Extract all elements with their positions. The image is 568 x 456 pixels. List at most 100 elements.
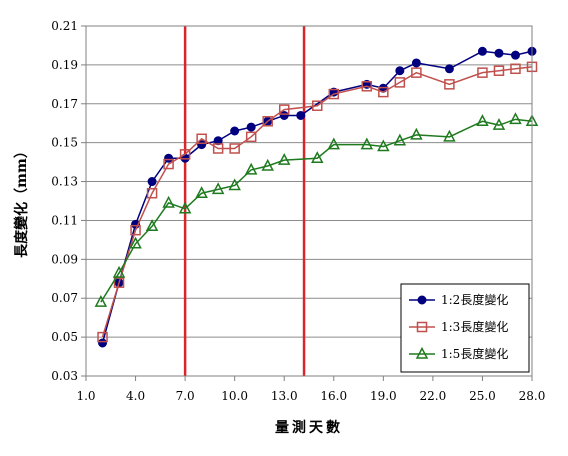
series-3 bbox=[94, 112, 539, 307]
data-point bbox=[311, 151, 324, 163]
data-point bbox=[327, 137, 341, 150]
legend-entry: 1:2長度變化 bbox=[409, 292, 508, 307]
y-axis-ticks: 0.03 0.05 0.07 0.09 0.11 0.13 0.15 0.17 0.19 0.21 bbox=[51, 19, 86, 383]
data-point bbox=[510, 63, 521, 75]
data-point bbox=[97, 331, 108, 343]
data-point bbox=[443, 129, 456, 142]
data-point bbox=[178, 201, 192, 214]
data-point bbox=[510, 50, 520, 60]
data-point bbox=[393, 133, 407, 146]
data-point bbox=[230, 126, 240, 136]
data-point bbox=[361, 81, 373, 92]
x-tick-label: 13.0 bbox=[271, 389, 298, 403]
data-point bbox=[410, 127, 423, 140]
data-point bbox=[228, 178, 241, 191]
legend-marker bbox=[417, 295, 427, 305]
data-point bbox=[328, 88, 340, 100]
data-point bbox=[444, 64, 454, 74]
data-point bbox=[476, 114, 489, 127]
reference-lines bbox=[183, 26, 306, 376]
data-point bbox=[477, 67, 488, 78]
legend-label: 1:2長度變化 bbox=[441, 292, 508, 307]
x-tick-label: 4.0 bbox=[126, 389, 145, 403]
plot-area-frame bbox=[85, 25, 533, 377]
series-line bbox=[100, 118, 533, 303]
y-tick-label: 0.05 bbox=[51, 330, 78, 344]
data-point bbox=[394, 77, 406, 88]
data-point bbox=[162, 195, 175, 208]
y-tick-label: 0.09 bbox=[51, 252, 78, 266]
data-point bbox=[296, 110, 306, 120]
legend-marker bbox=[416, 321, 428, 333]
data-point bbox=[261, 158, 274, 171]
data-point bbox=[377, 139, 390, 152]
data-point bbox=[145, 219, 159, 232]
data-point bbox=[146, 187, 158, 199]
data-point bbox=[378, 86, 389, 98]
x-axis-ticks: 1.0 4.0 7.0 10.0 13.0 16.0 19.0 22.0 25.0 28.0 bbox=[76, 376, 545, 403]
data-point bbox=[395, 66, 405, 76]
y-tick-label: 0.19 bbox=[51, 58, 78, 72]
data-point bbox=[262, 116, 273, 127]
data-point bbox=[279, 110, 289, 120]
data-point bbox=[212, 143, 224, 154]
data-point bbox=[196, 133, 207, 145]
data-point bbox=[444, 79, 455, 90]
y-tick-label: 0.11 bbox=[51, 213, 78, 227]
data-point bbox=[244, 162, 258, 175]
data-point bbox=[493, 65, 505, 76]
legend: 1:2長度變化 1:3長度變化 1:5長度變化 bbox=[400, 283, 530, 373]
y-tick-label: 0.03 bbox=[51, 369, 78, 383]
y-tick-label: 0.17 bbox=[51, 97, 78, 111]
data-point bbox=[312, 100, 323, 111]
data-point bbox=[98, 338, 108, 348]
x-tick-label: 19.0 bbox=[370, 389, 397, 403]
y-axis-title: 長度變化（mm） bbox=[13, 144, 30, 258]
data-point bbox=[494, 48, 504, 58]
x-tick-label: 1.0 bbox=[76, 389, 95, 403]
series-2 bbox=[97, 61, 538, 343]
gridlines bbox=[86, 64, 532, 338]
series-group bbox=[94, 46, 539, 348]
x-tick-label: 16.0 bbox=[320, 389, 347, 403]
data-point bbox=[411, 67, 422, 78]
data-point bbox=[211, 182, 225, 195]
y-tick-label: 0.21 bbox=[51, 19, 78, 33]
data-point bbox=[411, 58, 421, 68]
data-point bbox=[112, 265, 126, 278]
x-tick-label: 28.0 bbox=[519, 389, 546, 403]
data-point bbox=[113, 277, 125, 288]
y-tick-label: 0.13 bbox=[51, 175, 78, 189]
x-tick-label: 22.0 bbox=[420, 389, 447, 403]
data-point bbox=[229, 143, 240, 154]
y-tick-label: 0.07 bbox=[51, 291, 78, 305]
series-line bbox=[101, 66, 533, 338]
data-point bbox=[195, 186, 208, 198]
data-point bbox=[477, 46, 487, 56]
data-point bbox=[129, 236, 142, 249]
legend-entry: 1:3長度變化 bbox=[409, 319, 508, 334]
data-point bbox=[360, 137, 374, 150]
data-point bbox=[278, 104, 290, 115]
legend-label: 1:5長度變化 bbox=[441, 346, 508, 361]
data-point bbox=[246, 122, 256, 132]
x-tick-label: 7.0 bbox=[176, 389, 195, 403]
legend-entry: 1:5長度變化 bbox=[409, 346, 508, 361]
legend-marker bbox=[415, 346, 429, 359]
data-point bbox=[147, 177, 157, 187]
data-point bbox=[94, 295, 108, 307]
y-tick-label: 0.15 bbox=[51, 136, 78, 150]
data-point bbox=[492, 118, 506, 130]
data-point bbox=[245, 131, 257, 143]
legend-label: 1:3長度變化 bbox=[441, 319, 508, 334]
x-tick-label: 25.0 bbox=[469, 389, 496, 403]
x-tick-label: 10.0 bbox=[221, 389, 248, 403]
data-point bbox=[164, 153, 174, 163]
data-point bbox=[130, 224, 141, 236]
x-axis-title: 量測天數 bbox=[275, 419, 343, 436]
data-point bbox=[179, 149, 191, 160]
data-point bbox=[509, 112, 522, 125]
data-point bbox=[163, 158, 174, 170]
